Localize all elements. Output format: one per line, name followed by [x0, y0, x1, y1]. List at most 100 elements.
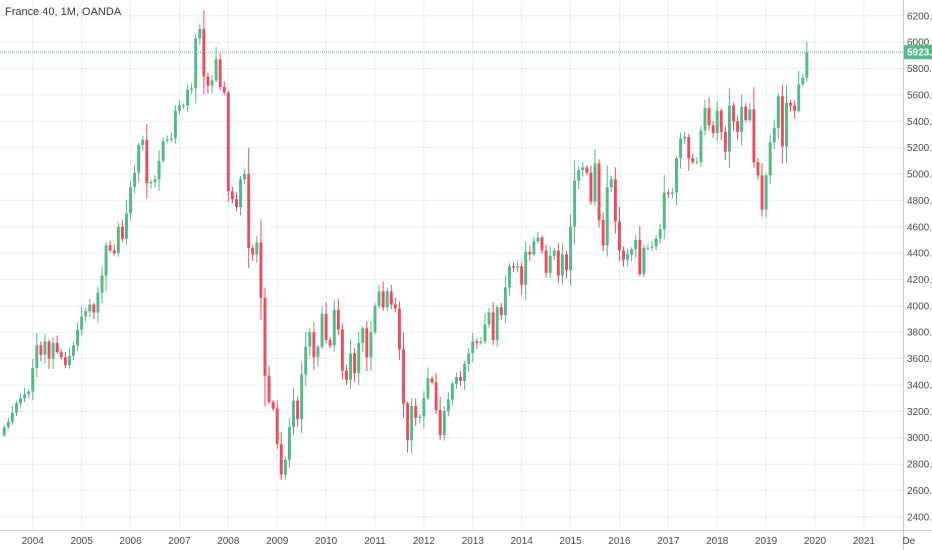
- candle-body: [495, 307, 499, 341]
- candle-body: [353, 353, 357, 374]
- price-tick-label: 4000.0: [907, 301, 932, 312]
- candle-body: [141, 139, 145, 146]
- price-tick-label: 3200.0: [907, 407, 932, 418]
- candle-body: [459, 377, 463, 382]
- candle-body: [426, 378, 430, 399]
- candle-body: [292, 400, 295, 428]
- candle-body: [76, 329, 80, 346]
- candle-body: [287, 427, 291, 461]
- candle-body: [345, 370, 348, 380]
- candle-body: [479, 341, 483, 343]
- candle-body: [263, 297, 267, 376]
- candle-body: [157, 160, 161, 180]
- candle-body: [190, 88, 194, 90]
- candle-body: [296, 400, 300, 420]
- price-tick-label: 3800.0: [907, 328, 932, 339]
- candle-body: [96, 292, 100, 313]
- price-tick-label: 2400.0: [907, 512, 932, 523]
- candle-body: [108, 245, 112, 251]
- candle-body: [565, 254, 568, 271]
- candle-body: [715, 110, 719, 134]
- candle-body: [797, 84, 801, 111]
- candle-body: [161, 141, 165, 161]
- candle-body: [43, 341, 47, 355]
- candle-body: [536, 237, 540, 242]
- time-tick-label: 2012: [413, 536, 436, 547]
- time-tick-label: 2016: [608, 536, 631, 547]
- candle-body: [532, 241, 536, 255]
- price-tick-label: 2600.0: [907, 486, 932, 497]
- candle-body: [129, 187, 132, 214]
- price-tick-label: 5400.0: [907, 117, 932, 128]
- candle-body: [507, 266, 511, 288]
- time-tick-label: 2021: [853, 536, 876, 547]
- candle-body: [593, 163, 597, 202]
- candle-body: [512, 266, 515, 268]
- candle-body: [467, 353, 471, 364]
- candle-body: [377, 291, 381, 306]
- candle-body: [214, 59, 218, 81]
- candle-body: [177, 105, 181, 111]
- candle-body: [719, 110, 723, 132]
- candle-body: [235, 199, 238, 207]
- candle-body: [654, 238, 658, 247]
- candle-body: [402, 349, 405, 404]
- candle-body: [585, 167, 589, 173]
- candle-body: [92, 304, 96, 313]
- candle-body: [222, 87, 226, 93]
- candle-body: [597, 163, 601, 221]
- candle-body: [556, 250, 560, 276]
- price-tick-label: 2800.0: [907, 460, 932, 471]
- candle-body: [630, 249, 634, 255]
- candle-body: [210, 80, 214, 86]
- candle-body: [446, 399, 450, 412]
- candle-body: [670, 192, 674, 194]
- candle-body: [727, 105, 731, 152]
- candle-body: [646, 247, 650, 249]
- time-tick-label: 2009: [266, 536, 289, 547]
- candle-body: [569, 226, 573, 271]
- candle-body: [410, 406, 414, 441]
- candle-body: [418, 416, 422, 418]
- candle-body: [499, 307, 503, 316]
- candle-body: [255, 242, 259, 255]
- price-tick-label: 5600.0: [907, 90, 932, 101]
- price-tick-label: 3600.0: [907, 354, 932, 365]
- candle-body: [691, 158, 695, 163]
- candle-body: [6, 421, 10, 428]
- candle-body: [165, 139, 169, 142]
- candle-body: [243, 174, 247, 180]
- candle-body: [544, 250, 548, 273]
- candle-body: [723, 131, 727, 152]
- time-tick-label: 2006: [119, 536, 142, 547]
- candle-body: [687, 137, 691, 159]
- candle-body: [125, 213, 128, 239]
- time-tick-label: 2004: [22, 536, 45, 547]
- candle-body: [35, 345, 39, 368]
- candle-body: [369, 332, 373, 358]
- candle-body: [194, 38, 198, 89]
- candle-body: [785, 102, 788, 147]
- time-tick-label: De: [902, 536, 915, 547]
- candle-body: [51, 342, 55, 359]
- candle-body: [198, 29, 202, 39]
- candle-body: [80, 316, 84, 330]
- candle-body: [328, 340, 332, 346]
- candle-body: [39, 345, 43, 355]
- candle-body: [422, 398, 426, 417]
- candle-body: [312, 332, 316, 358]
- candle-body: [84, 311, 88, 317]
- candle-body: [805, 52, 809, 78]
- candle-body: [10, 412, 14, 422]
- candle-body: [206, 76, 210, 86]
- candle-body: [406, 403, 410, 441]
- candle-body: [699, 130, 703, 163]
- last-price-marker: 5923.9: [0, 45, 932, 60]
- candle-body: [491, 312, 495, 341]
- price-tick-label: 4800.0: [907, 196, 932, 207]
- candle-body: [47, 341, 51, 359]
- candle-body: [67, 355, 71, 366]
- candle-body: [455, 377, 458, 384]
